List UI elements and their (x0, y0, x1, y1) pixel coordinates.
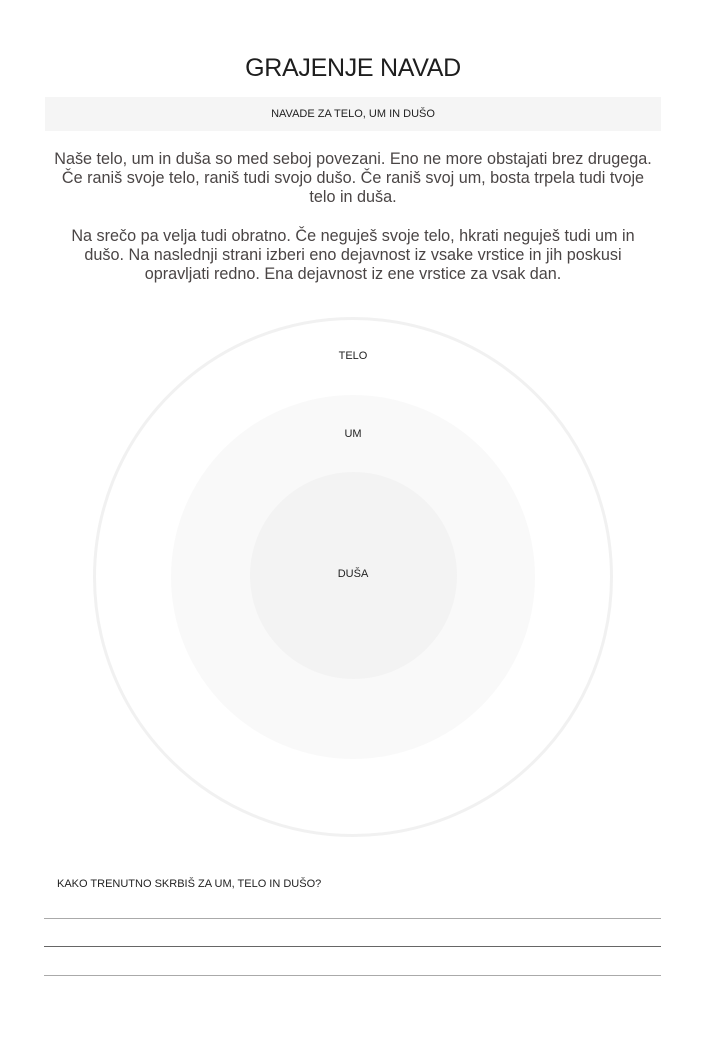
ring-label-dusa: DUŠA (337, 568, 369, 580)
reflection-question: KAKO TRENUTNO SKRBIŠ ZA UM, TELO IN DUŠO… (57, 878, 322, 890)
page-title: GRAJENJE NAVAD (245, 54, 461, 82)
answer-line[interactable] (44, 946, 661, 947)
subtitle: NAVADE ZA TELO, UM IN DUŠO (271, 108, 435, 120)
ring-dusa (250, 472, 457, 679)
ring-label-telo: TELO (338, 350, 368, 362)
intro-paragraph: Naše telo, um in duša so med seboj povez… (54, 150, 652, 206)
answer-line[interactable] (44, 918, 661, 919)
subtitle-banner: NAVADE ZA TELO, UM IN DUŠO (45, 97, 661, 131)
answer-line[interactable] (44, 975, 661, 976)
intro-paragraph: Na srečo pa velja tudi obratno. Če neguj… (71, 227, 635, 283)
ring-label-um: UM (344, 428, 362, 440)
